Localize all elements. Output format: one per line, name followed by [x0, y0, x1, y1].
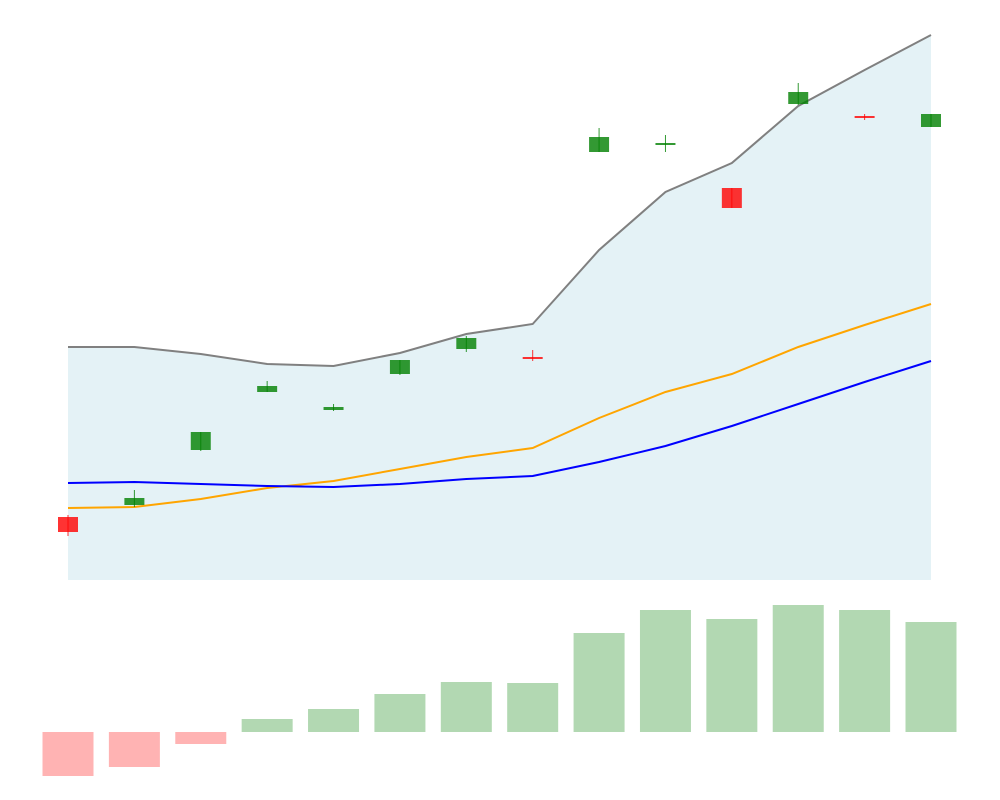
bar [175, 732, 227, 744]
bar [839, 610, 891, 732]
candle-body [788, 92, 809, 104]
candle-body [721, 188, 742, 208]
candle-body [655, 143, 676, 145]
candle-body [323, 407, 344, 410]
candle-body [389, 360, 410, 374]
bar [639, 610, 691, 732]
candle-body [58, 517, 78, 532]
line [67, 360, 932, 489]
line [68, 34, 932, 368]
bar [905, 622, 957, 732]
line [67, 303, 932, 509]
bar [706, 619, 758, 732]
bar [42, 732, 94, 776]
band-area [68, 35, 931, 580]
candle-body [190, 432, 211, 450]
candle-body [522, 357, 543, 359]
bar [573, 633, 625, 732]
bar [507, 683, 559, 732]
bar [241, 719, 293, 732]
bar [440, 682, 492, 732]
bar [374, 694, 426, 732]
candle-body [456, 338, 477, 349]
bar [772, 605, 824, 732]
candle-body [257, 386, 278, 392]
bar [308, 709, 360, 732]
candle-body [589, 137, 610, 152]
candle-body [854, 116, 875, 118]
bar [108, 732, 160, 767]
candle-body [921, 114, 941, 127]
candle-body [124, 498, 145, 505]
